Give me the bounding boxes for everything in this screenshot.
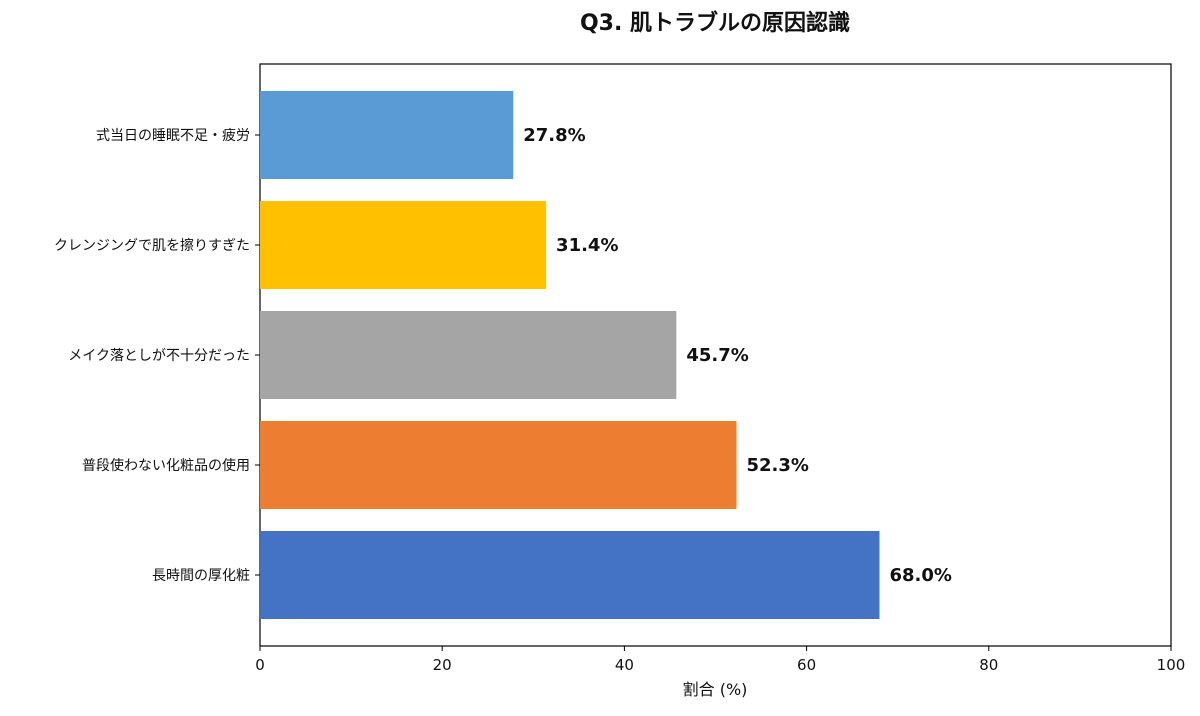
x-tick-label: 60 bbox=[797, 656, 816, 674]
bar-1 bbox=[260, 91, 514, 179]
value-label-2: 31.4% bbox=[556, 235, 618, 256]
bars-group bbox=[260, 91, 880, 619]
x-axis-label: 割合 (%) bbox=[683, 680, 748, 699]
value-labels-group: 27.8% 31.4% 45.7% 52.3% 68.0% bbox=[523, 125, 952, 586]
category-label-4: 普段使わない化粧品の使用 bbox=[82, 457, 250, 474]
x-tick-label: 20 bbox=[433, 656, 452, 674]
bar-5 bbox=[260, 531, 880, 619]
x-tick-label: 0 bbox=[255, 656, 265, 674]
value-label-3: 45.7% bbox=[686, 345, 748, 366]
value-label-1: 27.8% bbox=[523, 125, 585, 146]
bar-3 bbox=[260, 311, 677, 399]
bar-4 bbox=[260, 421, 737, 509]
category-label-3: メイク落としが不十分だった bbox=[68, 348, 250, 364]
chart-title: Q3. 肌トラブルの原因認識 bbox=[580, 10, 850, 36]
x-tick-label: 40 bbox=[615, 656, 634, 674]
category-label-5: 長時間の厚化粧 bbox=[152, 568, 250, 584]
x-tick-label: 100 bbox=[1157, 656, 1186, 674]
value-label-4: 52.3% bbox=[746, 455, 808, 476]
x-tick-label: 80 bbox=[979, 656, 998, 674]
category-labels-group: 式当日の睡眠不足・疲労クレンジングで肌を擦りすぎたメイク落としが不十分だった普段… bbox=[54, 127, 260, 584]
value-label-5: 68.0% bbox=[889, 565, 951, 586]
category-label-1: 式当日の睡眠不足・疲労 bbox=[96, 127, 250, 144]
bar-2 bbox=[260, 201, 547, 289]
category-label-2: クレンジングで肌を擦りすぎた bbox=[54, 237, 250, 254]
x-axis-ticks-group: 0 20 40 60 80 100 bbox=[255, 646, 1185, 674]
